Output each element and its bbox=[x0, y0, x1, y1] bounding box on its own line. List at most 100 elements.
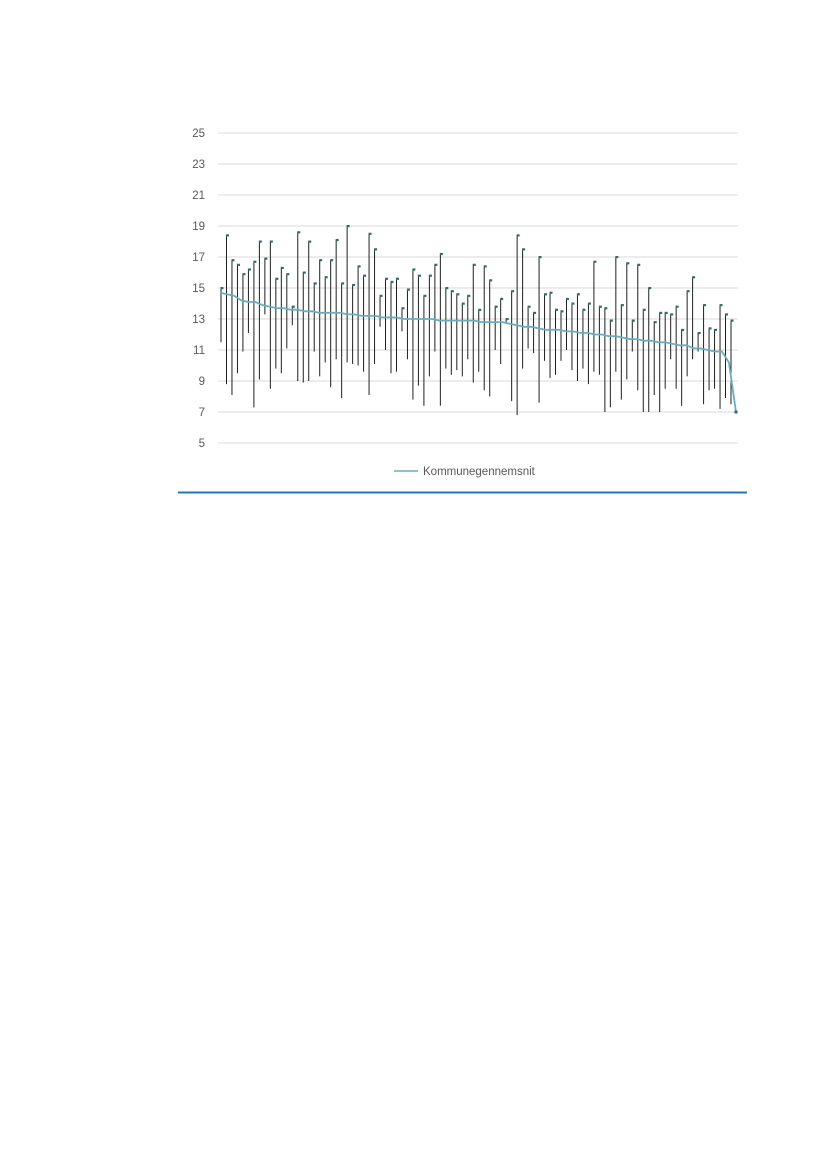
range-max-marker bbox=[302, 271, 306, 274]
range-max-marker bbox=[247, 268, 251, 271]
legend: Kommunegennemsnit bbox=[394, 466, 536, 478]
range-max-marker bbox=[406, 288, 410, 291]
range-max-marker bbox=[225, 234, 229, 237]
range-max-marker bbox=[428, 274, 432, 277]
range-max-marker bbox=[390, 280, 394, 283]
range-max-marker bbox=[653, 321, 657, 324]
range-max-marker bbox=[489, 279, 493, 282]
range-max-marker bbox=[461, 302, 465, 305]
y-tick-label: 19 bbox=[192, 221, 205, 233]
average-end-marker bbox=[734, 410, 738, 414]
y-tick-label: 25 bbox=[192, 128, 205, 140]
range-max-marker bbox=[308, 240, 312, 243]
range-max-marker bbox=[434, 263, 438, 266]
range-max-marker bbox=[341, 282, 345, 285]
range-max-marker bbox=[363, 274, 367, 277]
range-max-marker bbox=[505, 318, 509, 321]
range-max-marker bbox=[258, 240, 262, 243]
range-max-marker bbox=[681, 328, 685, 332]
range-max-marker bbox=[708, 327, 712, 330]
range-max-marker bbox=[330, 259, 334, 262]
range-max-marker bbox=[522, 248, 526, 251]
y-tick-label: 15 bbox=[192, 283, 205, 295]
y-axis-tick-labels: 25 23 21 19 17 15 13 11 9 7 5 bbox=[192, 128, 205, 450]
range-max-marker bbox=[620, 304, 624, 307]
range-max-marker bbox=[500, 297, 504, 301]
range-max-marker bbox=[385, 277, 389, 280]
y-tick-label: 11 bbox=[193, 345, 205, 357]
range-max-marker bbox=[253, 260, 257, 263]
range-max-marker bbox=[725, 313, 729, 316]
range-max-marker bbox=[604, 307, 608, 310]
range-max-marker bbox=[439, 252, 443, 256]
range-max-marker bbox=[538, 256, 542, 259]
range-max-marker bbox=[582, 308, 586, 311]
range-max-marker bbox=[714, 328, 718, 332]
range-max-marker bbox=[220, 287, 224, 290]
range-max-marker bbox=[587, 302, 591, 305]
range-max-marker bbox=[445, 287, 449, 290]
range-max-marker bbox=[297, 231, 301, 234]
range-max-marker bbox=[357, 265, 361, 268]
range-max-marker bbox=[648, 287, 652, 290]
range-max-marker bbox=[670, 313, 674, 316]
gridlines bbox=[218, 132, 738, 444]
range-max-marker bbox=[637, 263, 641, 266]
range-max-marker bbox=[664, 311, 668, 314]
range-max-marker bbox=[516, 234, 520, 237]
range-max-marker bbox=[346, 225, 350, 228]
range-max-marker bbox=[423, 294, 427, 297]
range-max-marker bbox=[703, 304, 707, 307]
range-max-marker bbox=[675, 305, 679, 308]
y-tick-label: 23 bbox=[192, 159, 205, 171]
range-max-marker bbox=[697, 331, 701, 335]
range-max-marker bbox=[527, 305, 531, 308]
average-line-group bbox=[219, 291, 738, 414]
range-max-marker bbox=[291, 305, 295, 308]
range-max-marker bbox=[609, 319, 613, 322]
range-max-marker bbox=[549, 291, 553, 294]
range-max-marker bbox=[264, 257, 268, 260]
range-max-marker bbox=[593, 260, 597, 263]
range-max-marker bbox=[544, 293, 548, 296]
range-max-marker bbox=[565, 297, 569, 301]
range-max-marker bbox=[626, 262, 630, 265]
range-max-marker bbox=[319, 259, 323, 262]
range-max-marker bbox=[686, 290, 690, 293]
range-max-marker bbox=[401, 307, 405, 310]
range-max-marker bbox=[456, 293, 460, 296]
y-tick-label: 9 bbox=[199, 376, 205, 388]
range-max-marker bbox=[642, 308, 646, 311]
legend-label-kommunegennemsnit: Kommunegennemsnit bbox=[423, 466, 536, 478]
range-max-marker bbox=[719, 304, 723, 307]
range-max-marker bbox=[450, 290, 454, 293]
range-max-marker bbox=[374, 248, 378, 251]
y-tick-label: 7 bbox=[199, 407, 205, 419]
range-max-marker bbox=[368, 232, 372, 235]
range-max-marker bbox=[236, 263, 240, 266]
range-max-marker bbox=[335, 238, 339, 242]
range-max-marker bbox=[286, 273, 290, 276]
range-max-marker bbox=[472, 263, 476, 266]
range-max-marker bbox=[659, 311, 663, 314]
range-max-marker bbox=[242, 273, 246, 276]
range-max-marker bbox=[494, 305, 498, 308]
range-max-marker bbox=[417, 274, 421, 277]
range-max-marker bbox=[533, 311, 537, 314]
range-max-marker bbox=[598, 305, 602, 308]
range-max-marker bbox=[730, 319, 734, 322]
range-max-marker bbox=[511, 290, 515, 293]
range-max-marker bbox=[313, 282, 317, 285]
range-max-marker bbox=[280, 266, 284, 270]
range-bars bbox=[220, 225, 734, 416]
range-max-marker bbox=[555, 308, 559, 311]
average-line bbox=[219, 291, 737, 413]
range-max-marker bbox=[395, 277, 399, 280]
range-max-marker bbox=[576, 293, 580, 296]
range-max-marker bbox=[615, 256, 619, 259]
y-tick-label: 13 bbox=[192, 314, 205, 326]
range-max-marker bbox=[412, 268, 416, 271]
range-max-marker bbox=[478, 308, 482, 311]
